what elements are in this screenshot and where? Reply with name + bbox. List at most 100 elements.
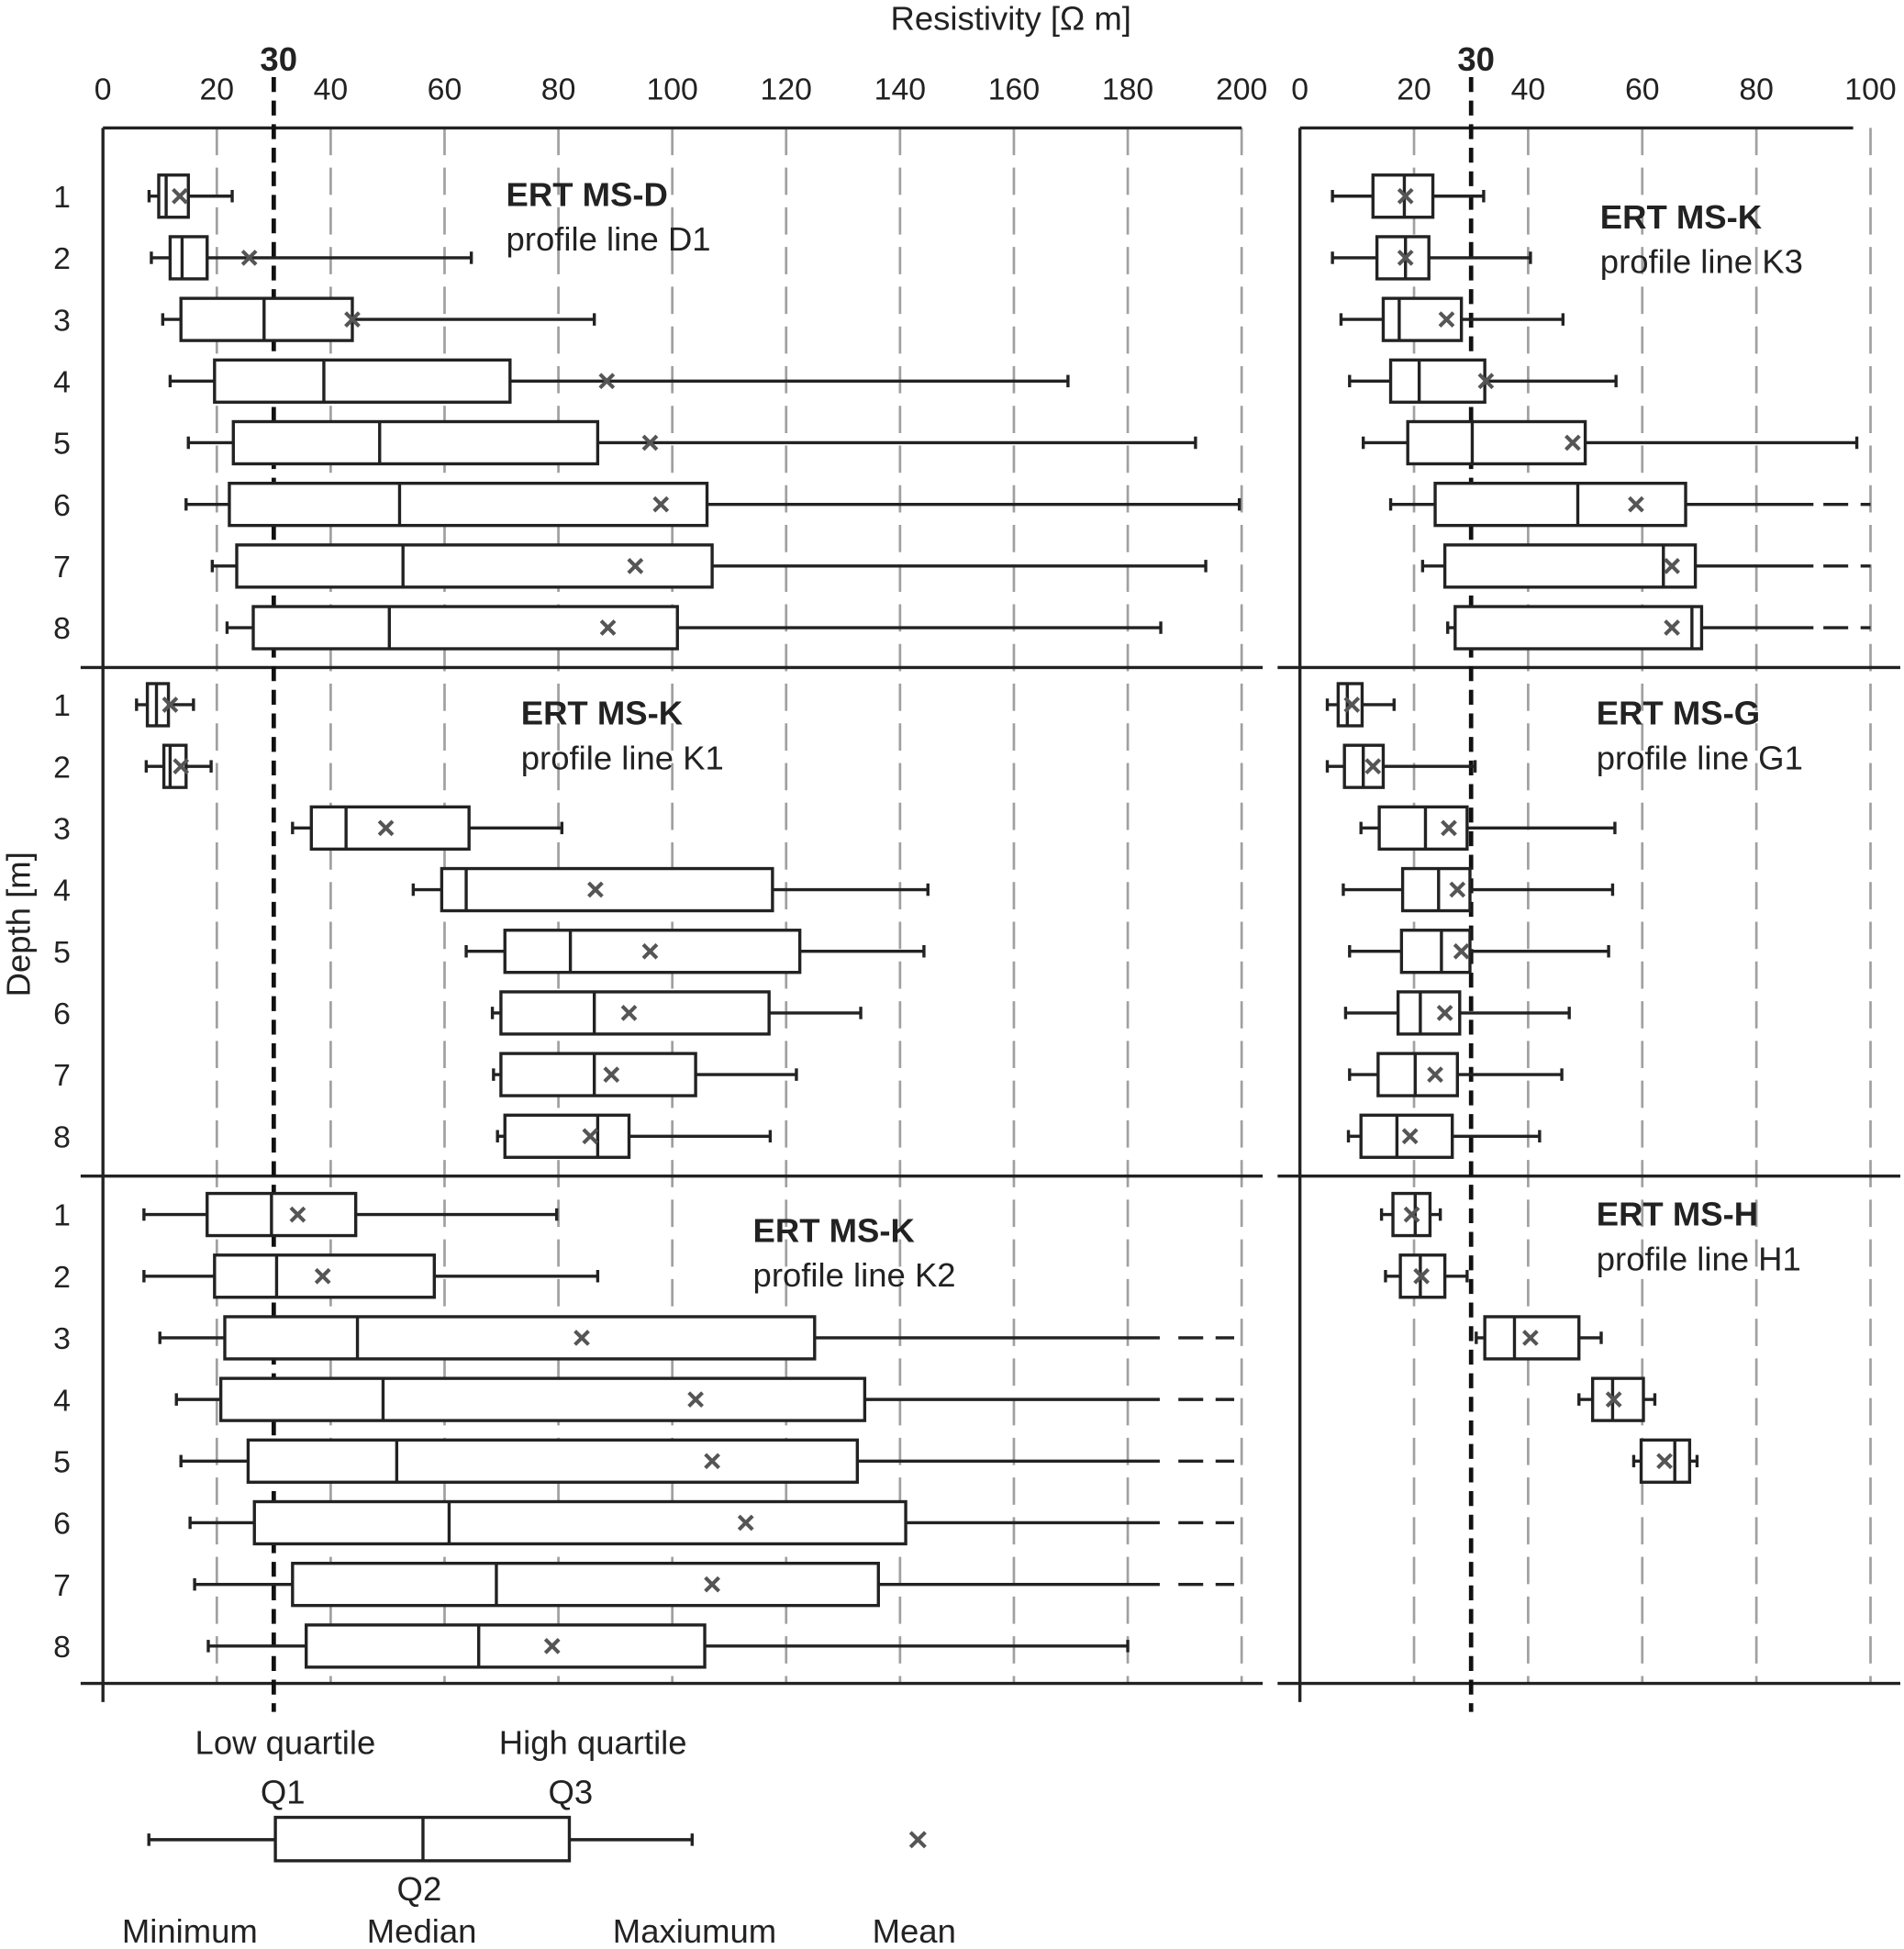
iqr-box xyxy=(235,543,714,589)
iqr-box xyxy=(1442,543,1698,589)
depth-label: 2 xyxy=(53,1260,71,1295)
mean-x-stroke xyxy=(543,1637,561,1654)
right-axis: 0 20 40 60 80 100 30 xyxy=(1277,40,1900,1712)
mean-x-stroke xyxy=(173,758,190,775)
iqr-box xyxy=(213,358,512,404)
legend-label-high-quartile: High quartile xyxy=(499,1724,687,1762)
mean-marker xyxy=(1401,1128,1419,1145)
mean-x-stroke xyxy=(1664,619,1680,636)
mean-x-stroke xyxy=(1605,1391,1622,1408)
mean-marker xyxy=(641,434,659,451)
legend-label-mean: Mean xyxy=(873,1912,956,1949)
box-depth-5 xyxy=(1362,419,1859,466)
mean-x-stroke xyxy=(1449,881,1466,898)
x-tick-label: 40 xyxy=(1511,72,1546,106)
iqr-box xyxy=(168,235,209,281)
depth-label: 3 xyxy=(53,812,71,847)
mean-marker xyxy=(582,1128,599,1145)
legend-label-median: Median xyxy=(367,1912,477,1949)
depth-label: 5 xyxy=(53,1444,71,1479)
mean-marker xyxy=(344,311,361,328)
box-depth-5 xyxy=(179,1438,1235,1484)
box-depth-3 xyxy=(158,1315,1235,1361)
legend-label-q1: Q1 xyxy=(261,1774,306,1811)
mean-x-stroke xyxy=(1664,557,1680,574)
mean-x-stroke xyxy=(1477,373,1495,390)
mean-marker xyxy=(1436,1005,1453,1021)
iqr-box xyxy=(157,173,190,219)
panel-title: ERT MS-D xyxy=(507,176,668,214)
box-depth-2 xyxy=(144,743,213,789)
mean-marker xyxy=(173,758,190,775)
x-tick-label: 60 xyxy=(1625,72,1660,106)
legend-label-q3: Q3 xyxy=(548,1774,593,1811)
mean-marker xyxy=(1564,434,1581,451)
panel-title: ERT MS-K xyxy=(753,1211,916,1249)
iqr-box xyxy=(503,929,802,974)
mean-marker xyxy=(1449,881,1466,898)
box-depth-4 xyxy=(1348,358,1618,404)
panel-subtitle: profile line K2 xyxy=(753,1256,956,1294)
depth-label: 7 xyxy=(53,550,71,585)
iqr-box xyxy=(1381,296,1464,342)
mean-marker xyxy=(704,1453,720,1470)
panel-profile-line-h1: ERT MS-H profile line H1 xyxy=(1379,1191,1801,1484)
mean-marker xyxy=(240,250,258,266)
x-tick-label: 0 xyxy=(95,72,112,106)
iqr-box xyxy=(503,1113,631,1159)
mean-x-stroke xyxy=(1343,696,1361,713)
box-depth-4 xyxy=(411,866,930,913)
mean-x-stroke xyxy=(1453,942,1470,960)
depth-label: 1 xyxy=(53,688,71,723)
box-depth-3 xyxy=(291,805,563,852)
panel-title: ERT MS-G xyxy=(1597,695,1760,732)
mean-x-stroke xyxy=(1397,250,1414,266)
x-tick-label: 0 xyxy=(1291,72,1308,106)
threshold-label: 30 xyxy=(260,40,297,78)
mean-marker xyxy=(1438,311,1455,328)
iqr-box xyxy=(1391,1191,1432,1238)
box-depth-7 xyxy=(492,1052,798,1097)
panel-subtitle: profile line K3 xyxy=(1600,243,1803,281)
mean-x-stroke xyxy=(652,496,670,513)
mean-x-stroke xyxy=(1438,311,1455,328)
mean-x-stroke xyxy=(1403,1206,1420,1223)
box-depth-8 xyxy=(206,1623,1130,1669)
mean-marker xyxy=(620,1005,638,1021)
mean-x-stroke xyxy=(627,557,644,574)
mean-marker xyxy=(1522,1330,1539,1346)
iqr-box xyxy=(231,419,600,466)
depth-label: 7 xyxy=(53,1568,71,1603)
mean-marker xyxy=(172,187,188,205)
mean-marker xyxy=(1453,942,1470,960)
mean-x-stroke xyxy=(1364,758,1382,775)
box-depth-6 xyxy=(1388,482,1871,528)
mean-marker xyxy=(1441,819,1457,837)
mean-x-stroke xyxy=(599,619,617,636)
mean-x-stroke xyxy=(620,1005,638,1021)
box-depth-7 xyxy=(210,543,1208,589)
depth-label: 4 xyxy=(53,364,71,399)
legend-label-low-quartile: Low quartile xyxy=(195,1724,376,1762)
mean-marker xyxy=(573,1330,590,1346)
mean-x-stroke xyxy=(240,250,258,266)
depth-label: 8 xyxy=(53,1119,71,1154)
x-tick-label: 100 xyxy=(646,72,697,106)
mean-x-stroke xyxy=(1436,1005,1453,1021)
iqr-box xyxy=(440,866,774,913)
mean-x-stroke xyxy=(598,373,616,390)
x-tick-label: 60 xyxy=(428,72,462,106)
iqr-box xyxy=(291,1562,880,1608)
mean-x-stroke xyxy=(737,1514,754,1531)
panel-title: ERT MS-H xyxy=(1597,1196,1758,1233)
x-tick-label: 200 xyxy=(1216,72,1267,106)
box-depth-1 xyxy=(142,1191,559,1238)
mean-x-stroke xyxy=(1427,1066,1443,1083)
mean-x-stroke xyxy=(1656,1453,1673,1470)
mean-marker xyxy=(1413,1267,1430,1285)
box-depth-4 xyxy=(1577,1376,1657,1422)
box-depth-8 xyxy=(1446,605,1871,651)
x-axis-title: Resistivity [Ω m] xyxy=(890,0,1130,38)
iqr-box xyxy=(305,1623,707,1669)
